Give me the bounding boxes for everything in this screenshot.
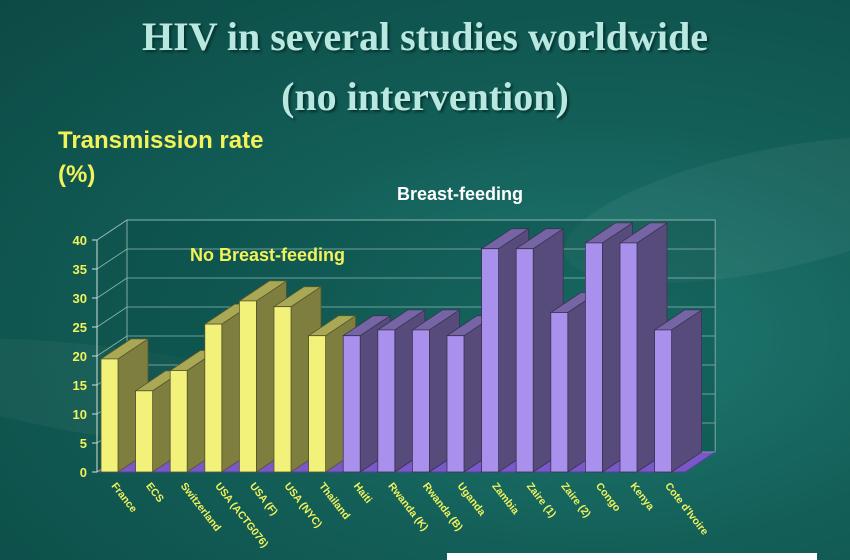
x-tick-label: Congo — [593, 480, 623, 514]
x-tick-label: Kenya — [628, 480, 657, 512]
x-tick-label: France — [109, 480, 140, 515]
x-tick-label: Thailand — [316, 480, 352, 521]
bar-front — [654, 329, 672, 473]
bar-front — [619, 242, 638, 473]
y-tick-label: 15 — [73, 378, 87, 393]
x-tick-label: Zambia — [489, 480, 521, 516]
bar-front — [169, 370, 188, 473]
y-tick-label: 10 — [73, 407, 87, 422]
legend-breast-feeding: Breast-feeding — [397, 184, 524, 204]
y-axis-ticks: 0 5 10 15 20 25 30 35 40 — [73, 233, 98, 480]
y-tick-label: 30 — [73, 291, 87, 306]
bar-front — [481, 248, 500, 473]
bar-front — [377, 329, 396, 473]
bar-cote-d-ivoire — [653, 309, 703, 473]
x-tick-label: USA (F) — [247, 480, 280, 517]
x-tick-label: Haiti — [351, 480, 375, 505]
gridline — [96, 219, 716, 241]
bar-front — [515, 248, 534, 473]
bar-front — [411, 329, 430, 473]
bar-kenya — [618, 222, 669, 473]
slide-subtitle: (no intervention) — [281, 74, 569, 119]
bar-front — [446, 335, 465, 473]
x-tick-label: Zaire (1) — [524, 480, 559, 520]
x-tick-label: Cote d'Ivoire — [662, 480, 710, 537]
bar-front — [273, 306, 292, 473]
chart-bars — [99, 222, 703, 473]
bottom-strip — [447, 553, 817, 560]
y-tick-label: 0 — [80, 465, 87, 480]
slide-title: HIV in several studies worldwide — [142, 14, 708, 59]
bar-front — [135, 390, 154, 473]
bar-front — [585, 242, 603, 473]
bar-front — [550, 312, 569, 473]
legend-no-breast-feeding: No Breast-feeding — [190, 245, 346, 265]
y-tick-label: 25 — [73, 320, 87, 335]
y-tick-label: 5 — [80, 436, 87, 451]
bar-front — [238, 300, 257, 473]
bar-front — [204, 323, 223, 473]
y-tick-label: 40 — [73, 233, 87, 248]
bar-front — [100, 358, 119, 473]
x-tick-label: ECS — [143, 480, 166, 504]
y-axis-label: Transmission rate (%) — [58, 127, 264, 188]
bar-side — [671, 309, 702, 473]
y-tick-label: 20 — [73, 349, 87, 364]
x-tick-label: Uganda — [455, 480, 488, 518]
y-tick-label: 35 — [73, 262, 87, 277]
bar-front — [342, 335, 361, 473]
x-tick-label: Zaire (2) — [558, 480, 593, 520]
bar-front — [308, 335, 327, 473]
